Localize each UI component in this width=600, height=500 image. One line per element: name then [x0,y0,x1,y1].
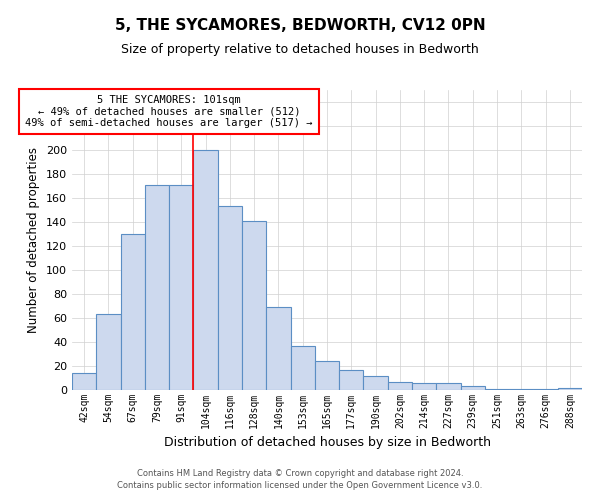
Bar [315,361,339,390]
Bar [169,185,193,390]
Bar [461,386,485,390]
Y-axis label: Number of detached properties: Number of detached properties [28,147,40,333]
X-axis label: Distribution of detached houses by size in Bedworth: Distribution of detached houses by size … [163,436,491,450]
Bar [72,373,96,390]
Bar [412,383,436,390]
Bar [388,382,412,390]
Bar [339,370,364,390]
Bar [121,234,145,390]
Bar [96,314,121,390]
Text: 5 THE SYCAMORES: 101sqm
← 49% of detached houses are smaller (512)
49% of semi-d: 5 THE SYCAMORES: 101sqm ← 49% of detache… [25,95,313,128]
Text: 5, THE SYCAMORES, BEDWORTH, CV12 0PN: 5, THE SYCAMORES, BEDWORTH, CV12 0PN [115,18,485,32]
Bar [364,376,388,390]
Bar [436,383,461,390]
Bar [290,346,315,390]
Bar [558,388,582,390]
Bar [509,389,533,390]
Bar [485,389,509,390]
Bar [533,389,558,390]
Bar [242,221,266,390]
Text: Contains HM Land Registry data © Crown copyright and database right 2024.
Contai: Contains HM Land Registry data © Crown c… [118,468,482,490]
Text: Size of property relative to detached houses in Bedworth: Size of property relative to detached ho… [121,42,479,56]
Bar [145,185,169,390]
Bar [218,206,242,390]
Bar [266,307,290,390]
Bar [193,150,218,390]
